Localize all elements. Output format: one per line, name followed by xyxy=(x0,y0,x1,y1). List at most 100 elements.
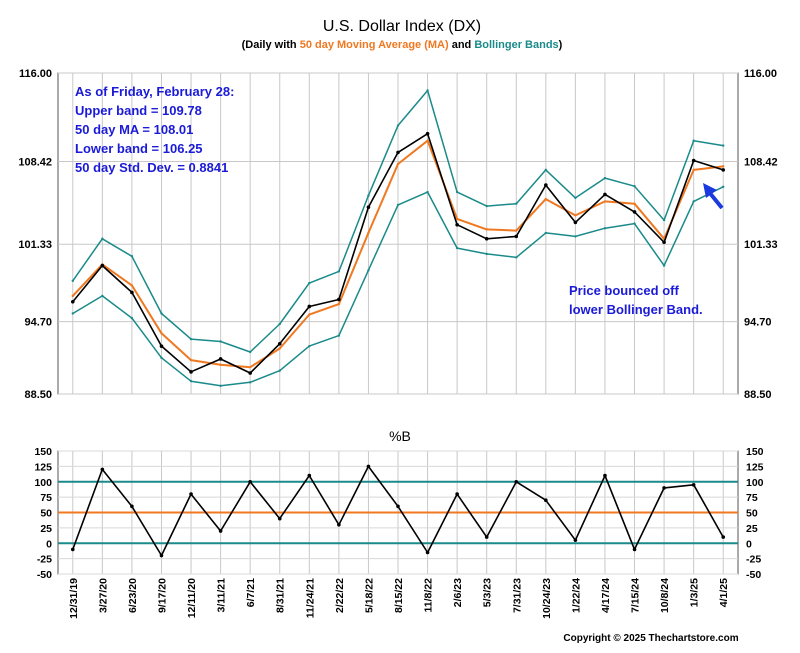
x-tick-label: 1/3/25 xyxy=(689,578,701,607)
percent-b-title: %B xyxy=(389,428,411,444)
percent-b-point xyxy=(70,547,75,552)
dx-price-point xyxy=(691,158,696,163)
x-tick-label: 8/15/22 xyxy=(393,578,405,613)
dx-price-point xyxy=(366,205,371,210)
price-y-tick-label: 88.50 xyxy=(744,389,772,401)
lower-bollinger-band-point xyxy=(160,356,163,360)
subtitle-part-1: (Daily with xyxy=(242,39,300,51)
dx-price-point xyxy=(159,344,164,348)
price-y-tick-label: 101.33 xyxy=(744,239,778,251)
percent-b-y-tick-label: 0 xyxy=(746,538,752,550)
x-tick-label: 10/24/23 xyxy=(541,578,553,619)
percent-b-y-tick-label: 150 xyxy=(746,446,764,458)
stats-annotation: As of Friday, February 28: Upper band = … xyxy=(75,84,234,175)
percent-b-point xyxy=(603,473,607,478)
x-tick-label: 5/18/22 xyxy=(363,578,375,613)
percent-b-y-ticks-left: 150 125 100 75 50 25 0 -25 -50 xyxy=(34,446,52,581)
annotation-ma: 50 day MA = 108.01 xyxy=(75,122,193,137)
price-y-tick-label: 116.00 xyxy=(19,68,52,80)
x-tick-label: 10/8/24 xyxy=(659,578,671,613)
percent-b-point xyxy=(721,535,726,539)
percent-b-point xyxy=(544,498,548,503)
percent-b-point xyxy=(366,464,371,469)
upper-bollinger-band-point xyxy=(426,89,429,92)
x-tick-label: 12/31/19 xyxy=(68,578,80,619)
x-tick-label: 2/22/22 xyxy=(334,578,346,613)
moving-average-point xyxy=(544,197,548,201)
moving-average-point xyxy=(337,302,341,306)
moving-average-point xyxy=(278,347,281,350)
lower-bollinger-band-point xyxy=(189,379,193,383)
dx-price-point xyxy=(632,210,637,214)
upper-bollinger-band-point xyxy=(692,139,695,142)
moving-average-point xyxy=(396,162,400,166)
percent-b-y-tick-label: 50 xyxy=(40,508,52,520)
upper-bollinger-band-point xyxy=(248,350,252,354)
price-y-tick-label: 94.70 xyxy=(24,317,52,329)
dx-price-point xyxy=(396,150,400,155)
moving-average-point xyxy=(426,139,429,142)
percent-b-series-group xyxy=(70,464,726,558)
lower-bollinger-band-point xyxy=(633,222,636,225)
annotation-bounce-2: lower Bollinger Band. xyxy=(569,302,703,317)
percent-b-y-tick-label: 125 xyxy=(34,461,52,473)
price-grid xyxy=(58,72,738,395)
upper-bollinger-band-point xyxy=(160,312,163,315)
moving-average-point xyxy=(130,284,134,287)
price-y-tick-label: 88.50 xyxy=(24,389,52,401)
price-y-tick-label: 108.42 xyxy=(744,156,778,168)
percent-b-point xyxy=(218,529,223,533)
x-tick-label: 7/15/24 xyxy=(630,578,642,613)
price-series-group xyxy=(70,89,726,388)
dx-price-point xyxy=(662,240,666,245)
upper-bollinger-band-point xyxy=(219,340,222,343)
x-tick-label: 4/17/24 xyxy=(600,578,612,613)
percent-b-reference-lines xyxy=(58,480,738,545)
percent-b-point xyxy=(337,523,341,527)
upper-bollinger-band-point xyxy=(515,202,518,205)
dx-price-point xyxy=(307,304,312,309)
percent-b-y-ticks-right: 150 125 100 75 50 25 0 -25 -50 xyxy=(746,446,764,581)
moving-average-point xyxy=(308,313,311,316)
lower-bollinger-band-point xyxy=(485,252,488,256)
percent-b-panel: 150 125 100 75 50 25 0 -25 -50 150 125 100 75 50 25 0 -… xyxy=(34,446,763,581)
lower-bollinger-band-point xyxy=(426,190,429,194)
percent-b-y-tick-label: 75 xyxy=(40,492,52,504)
chart-title: U.S. Dollar Index (DX) xyxy=(323,18,481,35)
subtitle-part-and: and xyxy=(449,39,475,51)
lower-bollinger-band-point xyxy=(248,381,252,384)
upper-bollinger-band-point xyxy=(633,185,636,188)
x-tick-label: 9/17/20 xyxy=(156,578,168,613)
lower-bollinger-band-point xyxy=(544,231,548,235)
copyright-footer: Copyright © 2025 Thechartstore.com xyxy=(563,633,738,644)
x-tick-label: 1/22/24 xyxy=(570,578,582,613)
percent-b-point xyxy=(189,492,193,496)
dx-price-point xyxy=(484,236,489,241)
lower-bollinger-band-point xyxy=(71,312,74,315)
dx-price-point xyxy=(721,168,726,172)
moving-average-point xyxy=(603,200,607,203)
lower-bollinger-band-point xyxy=(278,369,281,372)
bounce-annotation: Price bounced off lower Bollinger Band. xyxy=(569,283,703,317)
upper-bollinger-band-point xyxy=(544,168,548,172)
dx-price-point xyxy=(130,290,134,295)
upper-bollinger-band-point xyxy=(722,144,725,147)
moving-average-point xyxy=(722,165,725,168)
subtitle-part-close: ) xyxy=(559,39,563,51)
lower-bollinger-band-point xyxy=(308,344,311,348)
percent-b-point xyxy=(691,483,696,487)
x-tick-label: 5/3/23 xyxy=(482,578,494,607)
percent-b-y-tick-label: 0 xyxy=(46,538,52,550)
lower-bollinger-band-point xyxy=(515,256,518,259)
annotation-as-of: As of Friday, February 28: xyxy=(75,84,234,99)
upper-bollinger-band-point xyxy=(130,255,134,258)
moving-average-point xyxy=(71,294,74,298)
percent-b-y-tick-label: 100 xyxy=(34,477,52,489)
percent-b-point xyxy=(100,467,105,472)
percent-b-y-tick-label: 150 xyxy=(34,446,52,458)
upper-bollinger-band-point xyxy=(101,237,104,240)
dx-price-point xyxy=(455,222,459,227)
lower-bollinger-band-point xyxy=(574,235,577,238)
x-tick-label: 3/27/20 xyxy=(97,578,109,613)
lower-bollinger-band-point xyxy=(603,227,607,230)
